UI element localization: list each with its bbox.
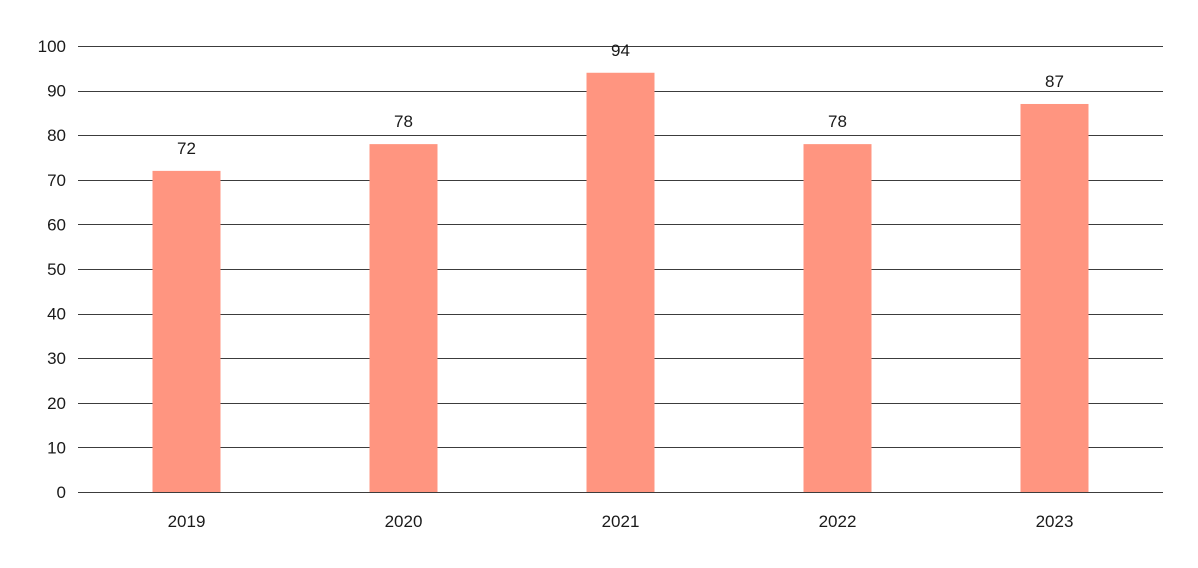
bar-2023 [1020,103,1089,492]
data-label: 72 [177,139,196,158]
y-tick-label: 10 [47,438,66,457]
bar-2020 [369,144,438,492]
y-axis-tick-labels: 0 10 20 30 40 50 60 70 80 90 100 [38,37,66,502]
bar-2021 [586,72,655,492]
data-labels: 72 78 94 78 87 [78,41,1163,493]
x-axis-tick-labels: 2019 2020 2021 2022 2023 [168,512,1074,531]
y-tick-label: 100 [38,37,66,56]
y-tick-label: 90 [47,82,66,101]
x-tick-label: 2021 [602,512,640,531]
bars [152,72,1089,492]
y-tick-label: 40 [47,305,66,324]
y-tick-label: 20 [47,394,66,413]
x-tick-label: 2020 [385,512,423,531]
y-tick-label: 70 [47,171,66,190]
x-tick-label: 2019 [168,512,206,531]
x-tick-label: 2023 [1036,512,1074,531]
y-tick-label: 0 [57,483,66,502]
y-tick-label: 80 [47,126,66,145]
y-tick-label: 30 [47,349,66,368]
data-label: 78 [394,112,413,131]
data-label: 78 [828,112,847,131]
y-tick-label: 50 [47,260,66,279]
bar-2019 [152,170,221,492]
x-tick-label: 2022 [819,512,857,531]
data-label: 94 [611,41,630,60]
bar-2022 [803,144,872,492]
y-tick-label: 60 [47,215,66,234]
data-label: 87 [1045,72,1064,91]
